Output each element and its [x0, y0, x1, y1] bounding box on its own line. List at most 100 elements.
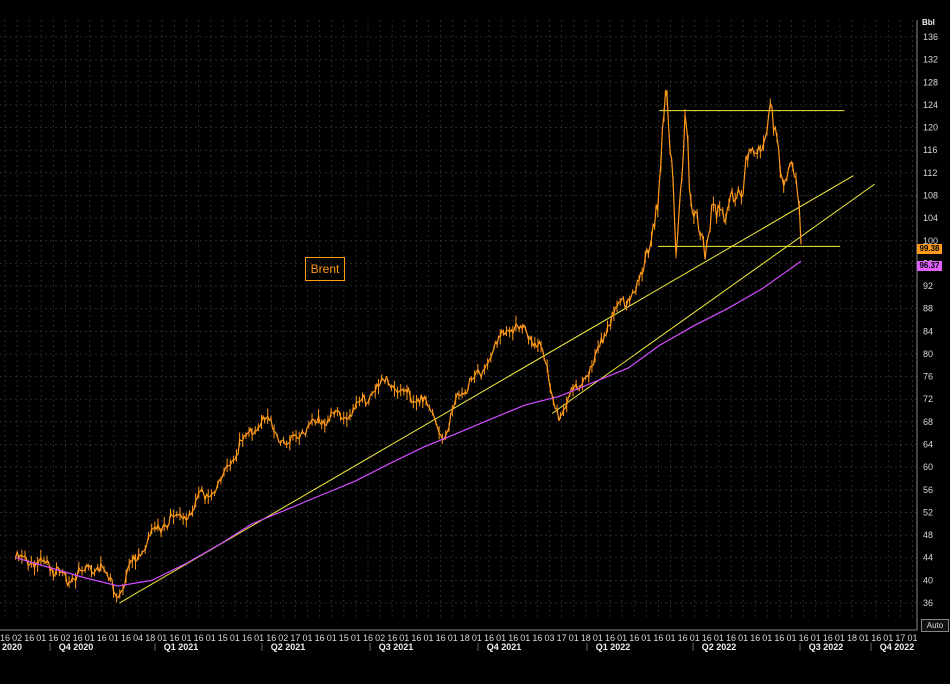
x-tick-label: 01: [230, 633, 240, 643]
y-tick-label: 132: [923, 55, 938, 65]
moving-average-tag: 96.37: [917, 261, 942, 271]
y-tick-label: 100: [923, 236, 938, 246]
x-tick-label: 16: [242, 633, 252, 643]
x-tick-label: 01: [665, 633, 675, 643]
y-tick-label: 112: [923, 168, 937, 178]
trendlines: [119, 110, 875, 604]
quarter-label: Q4 2022: [880, 642, 915, 652]
x-tick-label: 16: [823, 633, 833, 643]
y-axis-unit: Bbl: [922, 18, 935, 27]
x-tick-label: 02: [12, 633, 22, 643]
x-tick-label: 01: [181, 633, 191, 643]
x-tick-label: 18: [145, 633, 155, 643]
x-tick-label: 01: [835, 633, 845, 643]
x-tick-label: 01: [423, 633, 433, 643]
auto-scale-button[interactable]: Auto: [921, 619, 949, 632]
x-tick-label: 16: [387, 633, 397, 643]
x-tick-label: 01: [254, 633, 264, 643]
y-tick-label: 92: [923, 281, 933, 291]
quarter-label: Q2 2021: [271, 642, 306, 652]
x-tick-label: 01: [399, 633, 409, 643]
y-tick-label: 104: [923, 213, 938, 223]
x-tick-label: 16: [726, 633, 736, 643]
quarter-label: Q4 2020: [59, 642, 94, 652]
y-tick-label: 64: [923, 440, 933, 450]
x-tick-label: 02: [278, 633, 288, 643]
x-tick-label: 01: [472, 633, 482, 643]
x-tick-label: 01: [883, 633, 893, 643]
x-tick-label: 15: [218, 633, 228, 643]
x-tick-label: 01: [327, 633, 337, 643]
x-tick-label: 15: [339, 633, 349, 643]
y-tick-label: 56: [923, 485, 933, 495]
x-tick-label: 18: [460, 633, 470, 643]
y-tick-label: 68: [923, 417, 933, 427]
y-tick-label: 48: [923, 530, 933, 540]
moving-average-line: [15, 260, 802, 587]
y-tick-label: 60: [923, 462, 933, 472]
y-tick-label: 76: [923, 372, 933, 382]
x-tick-label: 01: [36, 633, 46, 643]
y-tick-label: 40: [923, 575, 933, 585]
chart-grid: [0, 20, 917, 620]
x-tick-label: 01: [302, 633, 312, 643]
y-tick-label: 44: [923, 553, 933, 563]
x-tick-label: 01: [762, 633, 772, 643]
x-tick-label: 01: [520, 633, 530, 643]
x-tick-label: 16: [436, 633, 446, 643]
x-tick-label: 01: [690, 633, 700, 643]
x-tick-label: 17: [895, 633, 905, 643]
x-tick-label: 01: [859, 633, 869, 643]
x-tick-label: 01: [351, 633, 361, 643]
x-tick-label: 01: [786, 633, 796, 643]
x-tick-label: 16: [24, 633, 34, 643]
x-tick-label: 16: [629, 633, 639, 643]
trendline-short: [551, 183, 875, 414]
x-tick-label: 16: [0, 633, 10, 643]
x-tick-label: 16: [750, 633, 760, 643]
y-tick-label: 84: [923, 326, 933, 336]
x-axis: 16 02 16 01 16 02 16 01 16 01 16 04 18 01 16 01 16 01 15 01…: [0, 629, 918, 652]
x-tick-label: 16: [266, 633, 276, 643]
quarter-label: Q1 2021: [164, 642, 199, 652]
x-tick-label: 01: [496, 633, 506, 643]
x-tick-label: 16: [121, 633, 131, 643]
x-tick-label: 01: [593, 633, 603, 643]
x-tick-label: 16: [532, 633, 542, 643]
x-tick-label: 16: [605, 633, 615, 643]
x-tick-label: 18: [847, 633, 857, 643]
x-tick-label: 16: [508, 633, 518, 643]
y-tick-label: 52: [923, 507, 933, 517]
brent-price-line: [15, 89, 802, 599]
x-tick-label: 03: [544, 633, 554, 643]
x-tick-label: 18: [581, 633, 591, 643]
series-label-box[interactable]: Brent: [305, 257, 345, 281]
y-tick-label: 80: [923, 349, 933, 359]
x-tick-label: 16: [48, 633, 58, 643]
x-tick-label: 01: [907, 633, 917, 643]
x-tick-label: 04: [133, 633, 143, 643]
last-price-tag: 99.38: [917, 244, 942, 254]
x-tick-label: 01: [714, 633, 724, 643]
x-tick-label: 01: [85, 633, 95, 643]
quarter-label: Q3 2022: [809, 642, 844, 652]
quarter-label: Q1 2022: [596, 642, 631, 652]
y-tick-label: 128: [923, 77, 938, 87]
x-tick-label: 16: [411, 633, 421, 643]
y-tick-label: 36: [923, 598, 933, 608]
x-tick-label: 16: [871, 633, 881, 643]
y-tick-label: 124: [923, 100, 938, 110]
y-tick-label: 88: [923, 304, 933, 314]
x-tick-label: 01: [206, 633, 216, 643]
x-tick-label: 16: [97, 633, 107, 643]
quarter-label: Q4 2021: [487, 642, 522, 652]
quarter-label: Q2 2022: [702, 642, 737, 652]
y-tick-label: 136: [923, 32, 938, 42]
x-tick-label: 16: [678, 633, 688, 643]
x-tick-label: 01: [569, 633, 579, 643]
x-tick-label: 01: [641, 633, 651, 643]
x-tick-label: 16: [653, 633, 663, 643]
x-tick-label: 16: [315, 633, 325, 643]
x-tick-label: 01: [811, 633, 821, 643]
chart-series: [15, 89, 802, 603]
